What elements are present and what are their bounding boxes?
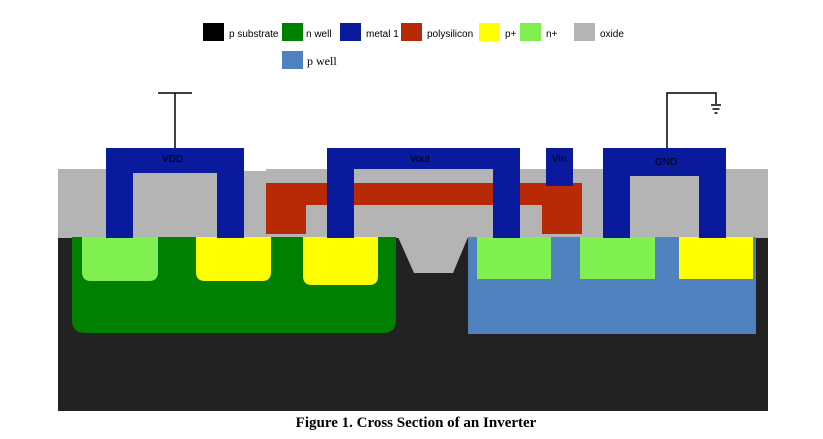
label-vin: Vin xyxy=(552,154,566,165)
n-plus-diffusion-drain xyxy=(477,237,551,279)
legend-label-metal-1: metal 1 xyxy=(366,29,399,40)
legend-swatch-oxide xyxy=(574,23,595,41)
legend-swatch-polysilicon xyxy=(401,23,422,41)
legend-item-p-well: p well xyxy=(282,51,337,69)
legend-swatch-n-well xyxy=(282,23,303,41)
n-plus-diffusion-nwell xyxy=(82,237,158,281)
legend-item-metal-1: metal 1 xyxy=(340,23,399,41)
legend-item-p-plus: p+ xyxy=(479,23,517,41)
metal-vdd xyxy=(106,148,244,238)
legend-swatch-metal-1 xyxy=(340,23,361,41)
n-plus-diffusion-source xyxy=(580,237,655,279)
legend-label-oxide: oxide xyxy=(600,29,624,40)
legend-label-p-substrate: p substrate xyxy=(229,29,279,40)
label-gnd: GND xyxy=(655,157,677,168)
legend-label-p-well: p well xyxy=(307,54,337,68)
legend-swatch-p-well xyxy=(282,51,303,69)
legend-label-polysilicon: polysilicon xyxy=(427,29,473,40)
p-plus-diffusion-drain xyxy=(303,237,378,285)
legend-item-oxide: oxide xyxy=(574,23,624,41)
legend-item-n-plus: n+ xyxy=(520,23,558,41)
legend-label-n-well: n well xyxy=(306,29,332,40)
legend-swatch-p-substrate xyxy=(203,23,224,41)
legend-label-n-plus: n+ xyxy=(546,29,558,40)
metal-gnd xyxy=(603,148,726,238)
legend-swatch-n-plus xyxy=(520,23,541,41)
vdd-terminal xyxy=(158,92,192,148)
gnd-terminal xyxy=(666,92,721,148)
legend-item-n-well: n well xyxy=(282,23,332,41)
oxide-gap-left xyxy=(244,163,266,171)
legend-item-p-substrate: p substrate xyxy=(203,23,279,41)
p-plus-diffusion-source xyxy=(196,237,271,281)
gnd-wire xyxy=(666,92,717,148)
p-plus-diffusion-pwell xyxy=(679,237,753,279)
label-vout: Vout xyxy=(410,154,430,165)
legend-label-p-plus: p+ xyxy=(505,29,517,40)
legend: p substrate n well metal 1 polysilicon p… xyxy=(203,23,624,69)
legend-item-polysilicon: polysilicon xyxy=(401,23,473,41)
metal-vin xyxy=(546,148,573,186)
label-vdd: VDD xyxy=(162,154,183,165)
field-oxide-trench xyxy=(398,237,468,273)
metal-vout xyxy=(327,148,520,238)
figure-caption: Figure 1. Cross Section of an Inverter xyxy=(296,415,537,431)
legend-swatch-p-plus xyxy=(479,23,500,41)
